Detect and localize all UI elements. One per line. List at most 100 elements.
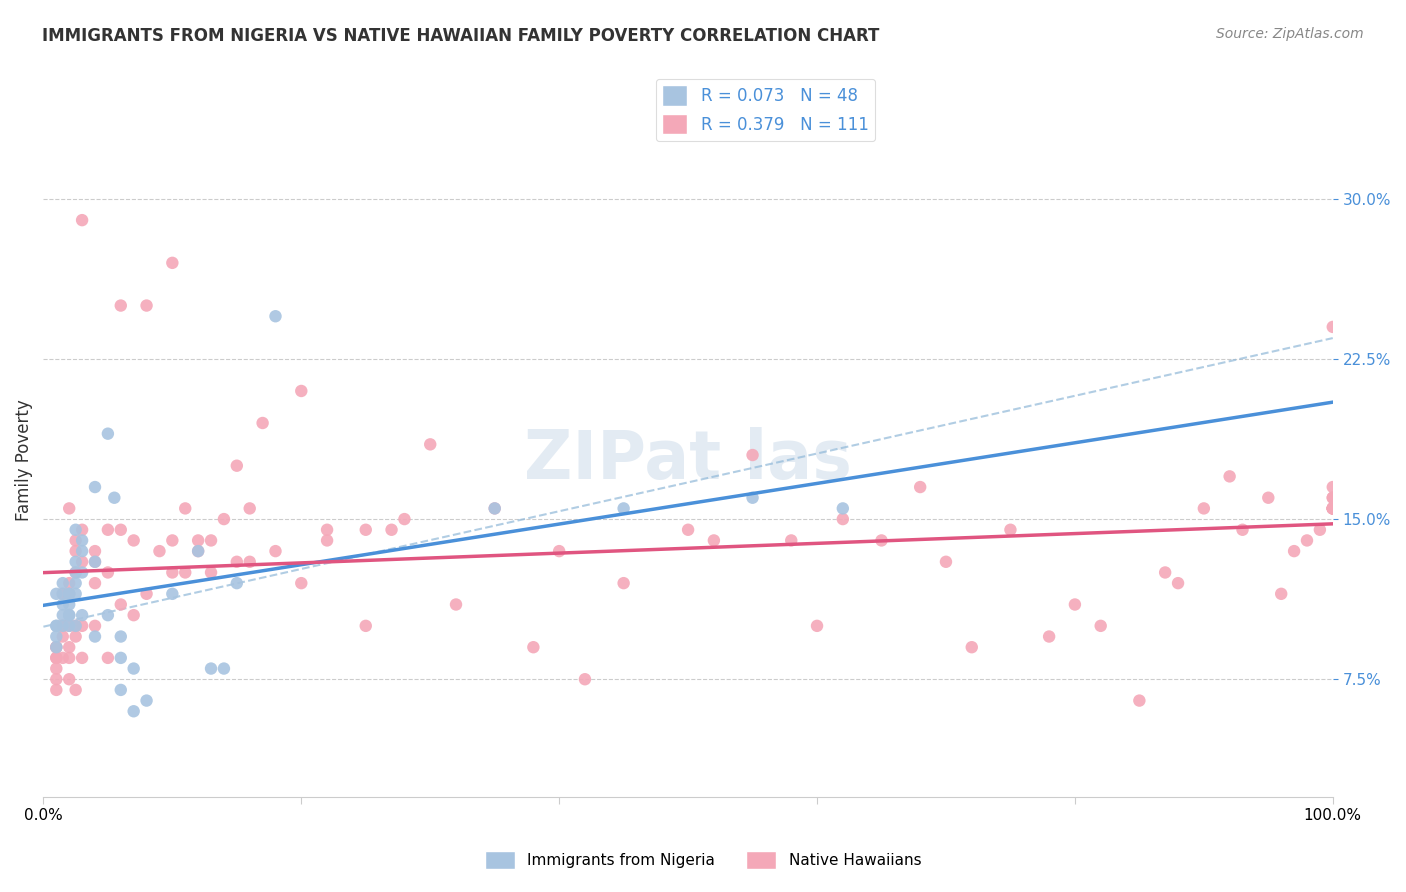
- Point: [45, 662, 67, 676]
- Point: [84, 555, 107, 569]
- Point: [239, 555, 262, 569]
- Point: [45, 630, 67, 644]
- Point: [1322, 501, 1344, 516]
- Point: [574, 672, 596, 686]
- Text: IMMIGRANTS FROM NIGERIA VS NATIVE HAWAIIAN FAMILY POVERTY CORRELATION CHART: IMMIGRANTS FROM NIGERIA VS NATIVE HAWAII…: [42, 27, 880, 45]
- Point: [52, 619, 75, 633]
- Point: [65, 587, 87, 601]
- Point: [1309, 523, 1331, 537]
- Point: [122, 662, 145, 676]
- Point: [1064, 598, 1087, 612]
- Point: [225, 555, 247, 569]
- Point: [741, 491, 763, 505]
- Point: [148, 544, 170, 558]
- Point: [70, 523, 93, 537]
- Point: [394, 512, 416, 526]
- Point: [1154, 566, 1177, 580]
- Point: [135, 693, 157, 707]
- Point: [45, 682, 67, 697]
- Point: [45, 640, 67, 655]
- Point: [70, 544, 93, 558]
- Point: [1322, 501, 1344, 516]
- Point: [935, 555, 957, 569]
- Point: [1219, 469, 1241, 483]
- Point: [225, 576, 247, 591]
- Point: [174, 501, 197, 516]
- Point: [70, 555, 93, 569]
- Point: [252, 416, 274, 430]
- Point: [65, 682, 87, 697]
- Point: [45, 619, 67, 633]
- Point: [1000, 523, 1022, 537]
- Point: [84, 576, 107, 591]
- Point: [97, 651, 120, 665]
- Point: [1232, 523, 1254, 537]
- Point: [58, 576, 80, 591]
- Point: [354, 619, 377, 633]
- Point: [703, 533, 725, 548]
- Point: [70, 566, 93, 580]
- Point: [484, 501, 506, 516]
- Point: [613, 501, 636, 516]
- Point: [52, 576, 75, 591]
- Point: [354, 523, 377, 537]
- Point: [97, 566, 120, 580]
- Point: [200, 533, 222, 548]
- Y-axis label: Family Poverty: Family Poverty: [15, 400, 32, 521]
- Point: [58, 672, 80, 686]
- Point: [70, 651, 93, 665]
- Point: [162, 256, 184, 270]
- Point: [676, 523, 699, 537]
- Point: [84, 544, 107, 558]
- Point: [65, 544, 87, 558]
- Point: [52, 619, 75, 633]
- Point: [45, 651, 67, 665]
- Point: [187, 544, 209, 558]
- Point: [1322, 480, 1344, 494]
- Point: [380, 523, 402, 537]
- Point: [110, 651, 132, 665]
- Point: [65, 566, 87, 580]
- Legend: R = 0.073   N = 48, R = 0.379   N = 111: R = 0.073 N = 48, R = 0.379 N = 111: [655, 78, 875, 141]
- Point: [45, 651, 67, 665]
- Point: [58, 501, 80, 516]
- Point: [1090, 619, 1112, 633]
- Point: [110, 523, 132, 537]
- Point: [484, 501, 506, 516]
- Point: [1270, 587, 1292, 601]
- Point: [52, 619, 75, 633]
- Point: [1257, 491, 1279, 505]
- Point: [110, 598, 132, 612]
- Point: [45, 640, 67, 655]
- Point: [84, 619, 107, 633]
- Point: [45, 619, 67, 633]
- Point: [1322, 319, 1344, 334]
- Text: Source: ZipAtlas.com: Source: ZipAtlas.com: [1216, 27, 1364, 41]
- Point: [97, 523, 120, 537]
- Point: [65, 566, 87, 580]
- Point: [52, 587, 75, 601]
- Point: [522, 640, 544, 655]
- Point: [65, 523, 87, 537]
- Point: [58, 587, 80, 601]
- Point: [200, 566, 222, 580]
- Point: [97, 426, 120, 441]
- Point: [65, 533, 87, 548]
- Point: [58, 587, 80, 601]
- Point: [122, 608, 145, 623]
- Point: [45, 587, 67, 601]
- Point: [58, 608, 80, 623]
- Point: [1322, 501, 1344, 516]
- Point: [444, 598, 467, 612]
- Point: [97, 608, 120, 623]
- Point: [103, 491, 125, 505]
- Point: [870, 533, 893, 548]
- Point: [1282, 544, 1305, 558]
- Point: [548, 544, 571, 558]
- Point: [110, 682, 132, 697]
- Point: [70, 619, 93, 633]
- Point: [70, 608, 93, 623]
- Point: [264, 310, 287, 324]
- Point: [1322, 491, 1344, 505]
- Point: [1322, 501, 1344, 516]
